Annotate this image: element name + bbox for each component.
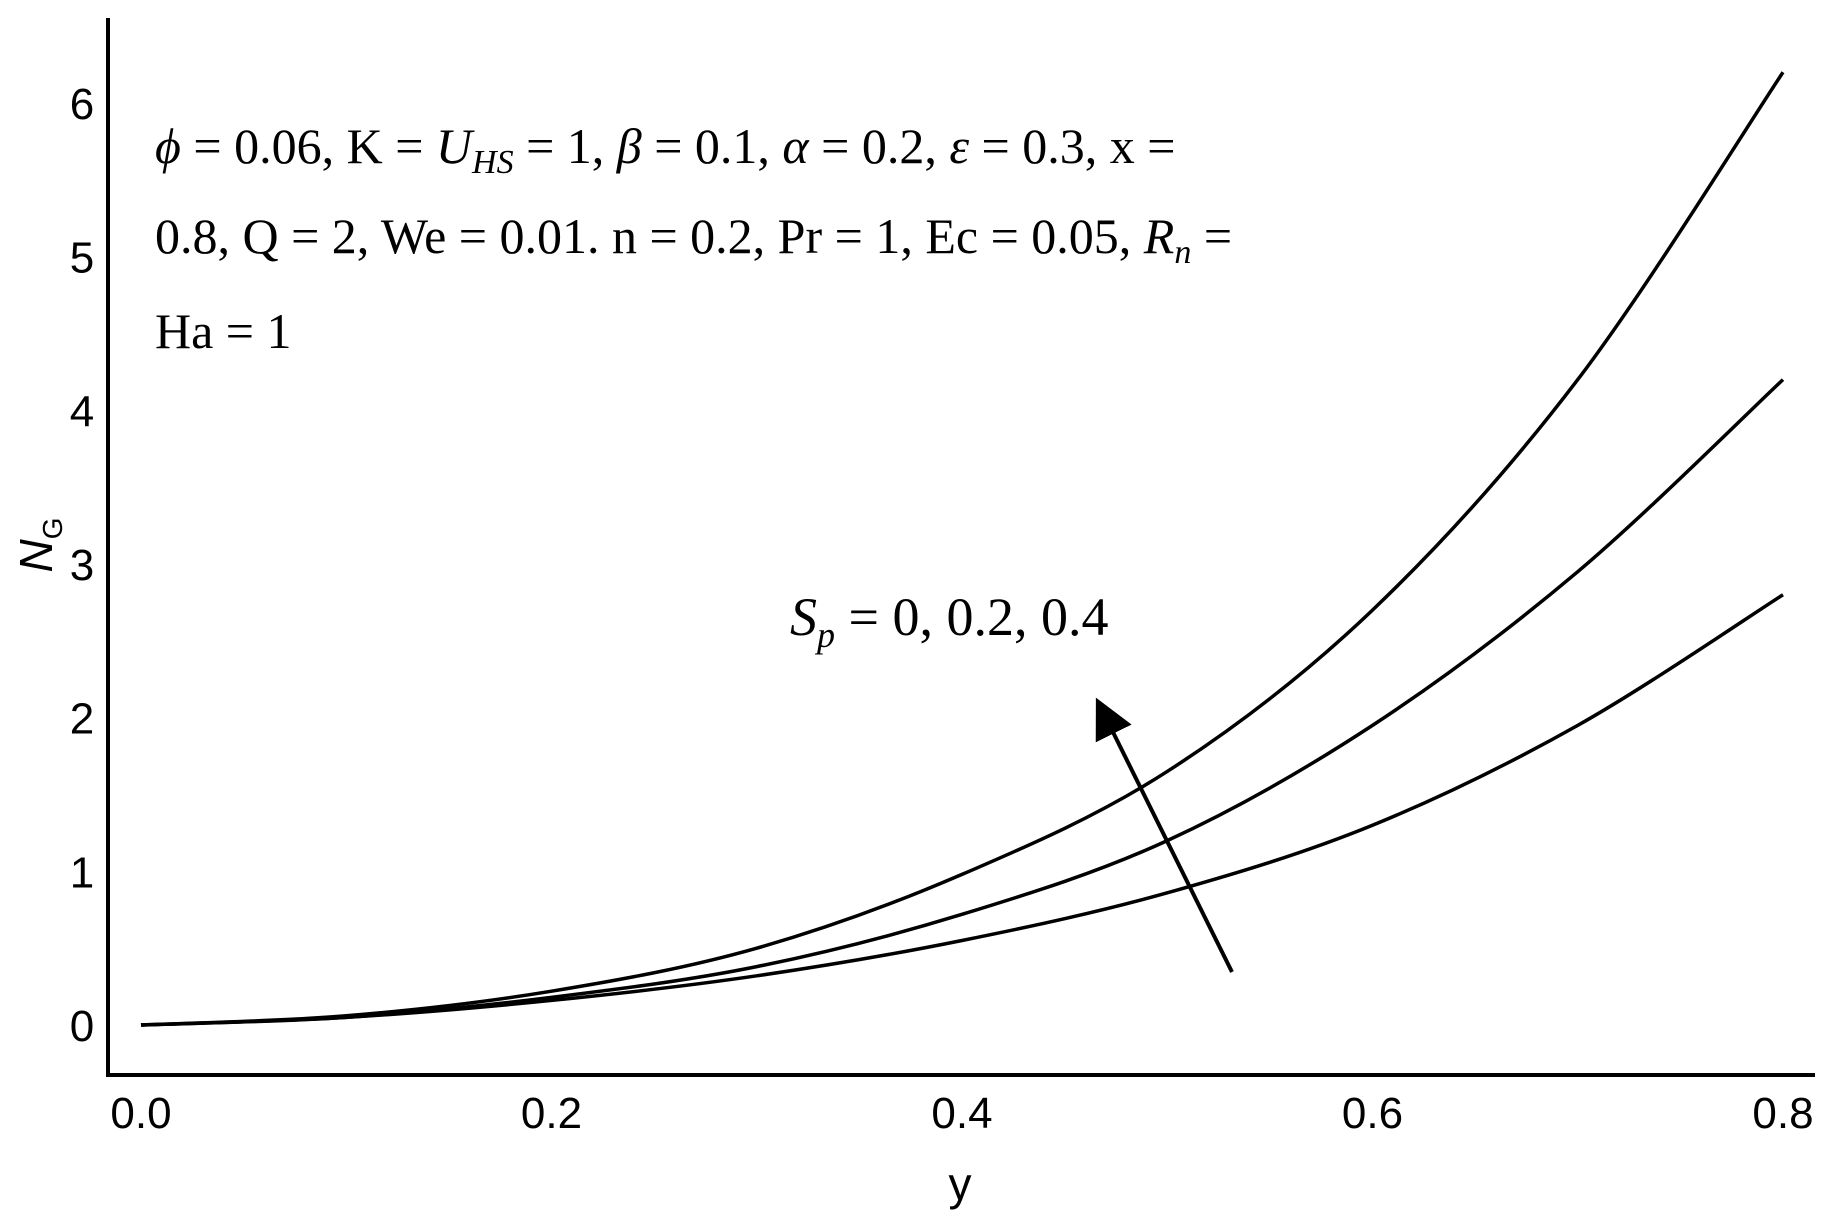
curve-series-2 [140, 378, 1785, 1027]
y-tick-label: 1 [70, 848, 94, 897]
x-axis-title: y [949, 1158, 972, 1210]
curve-series-3 [140, 71, 1785, 1027]
x-tick-label: 0.6 [1342, 1089, 1403, 1138]
arrow-label: Sp = 0, 0.2, 0.4 [790, 587, 1108, 655]
x-tick-labels: 0.0 0.2 0.4 0.6 0.8 [110, 1089, 1813, 1138]
params-line-1: ϕ = 0.06, K = UHS = 1, β = 0.1, α = 0.2,… [155, 118, 1175, 181]
params-line-2: 0.8, Q = 2, We = 0.01. n = 0.2, Pr = 1, … [155, 208, 1232, 271]
y-tick-label: 5 [70, 234, 94, 283]
y-tick-label: 4 [70, 387, 94, 436]
y-tick-label: 6 [70, 80, 94, 129]
svg-text:NG: NG [10, 517, 68, 572]
increase-arrow [1095, 697, 1234, 973]
y-tick-labels: 0 1 2 3 4 5 6 [70, 80, 94, 1051]
y-tick-label: 2 [70, 695, 94, 744]
y-tick-label: 0 [70, 1002, 94, 1051]
x-tick-label: 0.4 [931, 1089, 992, 1138]
curve-series-1 [140, 593, 1784, 1027]
curves [140, 71, 1785, 1027]
x-tick-label: 0.0 [110, 1089, 171, 1138]
x-tick-label: 0.8 [1752, 1089, 1813, 1138]
params-line-3: Ha = 1 [155, 303, 292, 359]
y-tick-label: 3 [70, 541, 94, 590]
x-tick-label: 0.2 [521, 1089, 582, 1138]
y-axis-title: NG [10, 517, 68, 572]
